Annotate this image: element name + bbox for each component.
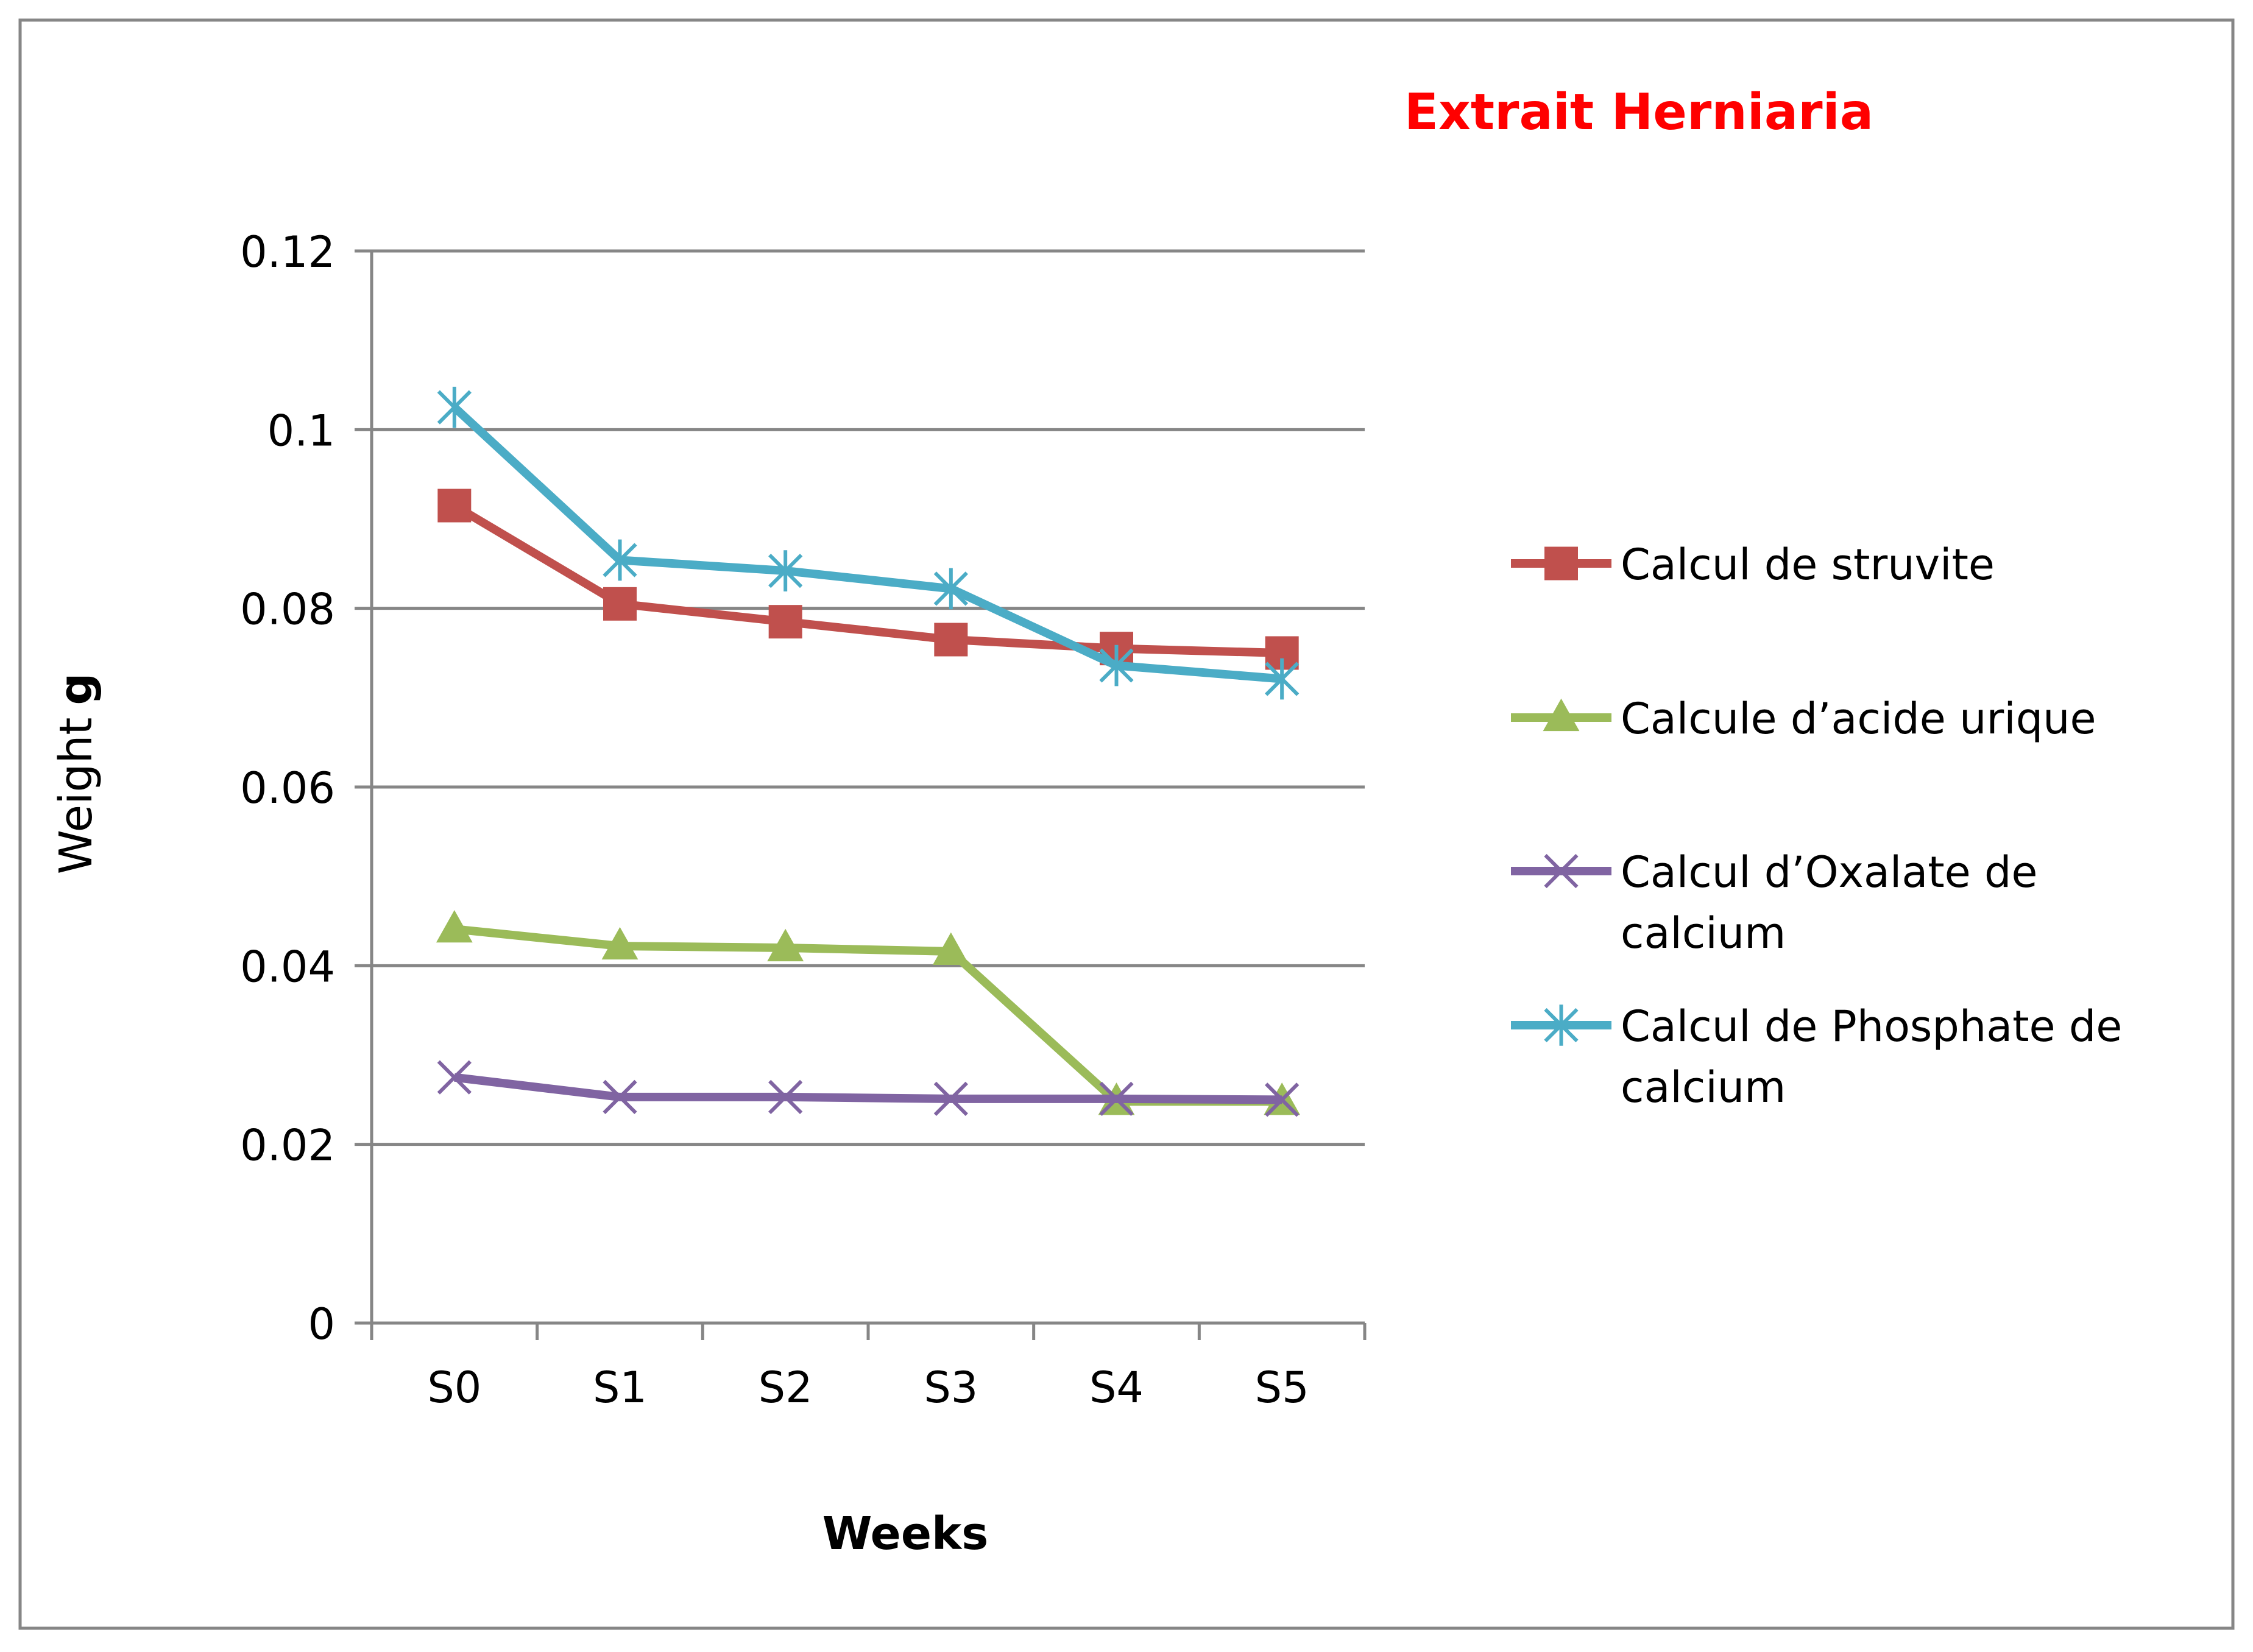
legend-item: Calcule d’acide urique: [1511, 694, 2096, 744]
marker-x: [1099, 1081, 1134, 1116]
legend-item: Calcul d’Oxalate de calcium: [1511, 847, 2037, 958]
data-point: [1265, 1082, 1300, 1117]
data-point: [768, 550, 803, 591]
chart-border: [18, 18, 2235, 1630]
data-point: [1099, 1081, 1134, 1116]
y-tick-label: 0.12: [240, 227, 335, 277]
y-tick-label: 0.02: [240, 1121, 335, 1171]
y-tick-label: 0.04: [240, 942, 335, 992]
series-line: [451, 404, 1282, 683]
marker-square: [437, 489, 472, 523]
x-tick-label: S5: [1255, 1363, 1309, 1413]
y-axis-title-text: Weight: [50, 718, 102, 875]
data-point: [1265, 658, 1300, 700]
marker-x: [1544, 853, 1579, 889]
y-tick-label: 0: [308, 1299, 335, 1349]
marker-square: [934, 623, 968, 657]
series-3: [437, 1060, 1300, 1117]
marker-square: [603, 587, 637, 621]
x-tick-label: S3: [924, 1363, 978, 1413]
x-tick-label: S2: [759, 1363, 813, 1413]
y-tick-label: 0.06: [240, 763, 335, 813]
data-point: [768, 605, 802, 639]
marker-x: [768, 1079, 803, 1115]
data-point: [603, 587, 637, 621]
data-point: [437, 386, 472, 428]
marker-star: [1265, 658, 1300, 700]
x-axis-title: Weeks: [822, 1508, 989, 1560]
y-axis-title: Weight g: [50, 673, 102, 875]
series-line: [452, 501, 1282, 657]
data-point: [437, 489, 472, 523]
marker-star: [933, 568, 968, 610]
marker-star: [768, 550, 803, 591]
marker-triangle: [932, 932, 969, 965]
data-point: [603, 1079, 637, 1115]
data-point: [933, 1081, 968, 1116]
legend-item: Calcul de Phosphate de calcium: [1511, 1001, 2122, 1112]
legend-label: Calcul de Phosphate de calcium: [1621, 1001, 2122, 1112]
series-1: [437, 489, 1299, 670]
x-tick-label: S1: [593, 1363, 647, 1413]
series-line: [454, 1073, 1282, 1104]
data-point: [436, 910, 473, 943]
series-4: [437, 386, 1300, 700]
marker-star: [1099, 644, 1134, 687]
legend-label: Calcul de struvite: [1621, 540, 1995, 590]
x-tick-label: S4: [1089, 1363, 1144, 1413]
x-tick-label: S0: [427, 1363, 481, 1413]
legend-item: Calcul de struvite: [1511, 540, 1995, 590]
data-point: [932, 932, 969, 965]
data-point: [933, 568, 968, 610]
marker-x: [1265, 1082, 1300, 1117]
marker-star: [1544, 1004, 1579, 1046]
marker-triangle: [767, 928, 804, 962]
marker-triangle: [1543, 698, 1580, 732]
marker-x: [603, 1079, 637, 1115]
data-point: [603, 539, 637, 581]
data-point: [934, 623, 968, 657]
marker-triangle: [601, 927, 638, 960]
y-tick-label: 0.1: [267, 406, 335, 456]
marker-x: [437, 1060, 472, 1095]
data-point: [437, 1060, 472, 1095]
y-tick-label: 0.08: [240, 585, 335, 635]
marker-star: [437, 386, 472, 428]
data-point: [767, 928, 804, 962]
marker-triangle: [436, 910, 473, 943]
marker-x: [933, 1081, 968, 1116]
marker-star: [603, 539, 637, 581]
y-axis-title-unit: g: [50, 673, 102, 705]
chart-title: Extrait Herniaria: [1404, 83, 1873, 141]
data-point: [601, 927, 638, 960]
marker-square: [1544, 546, 1578, 581]
data-point: [768, 1079, 803, 1115]
marker-square: [768, 605, 802, 639]
data-point: [1099, 644, 1134, 687]
legend-label: Calcule d’acide urique: [1621, 694, 2096, 744]
legend-label: Calcul d’Oxalate de calcium: [1621, 847, 2037, 958]
